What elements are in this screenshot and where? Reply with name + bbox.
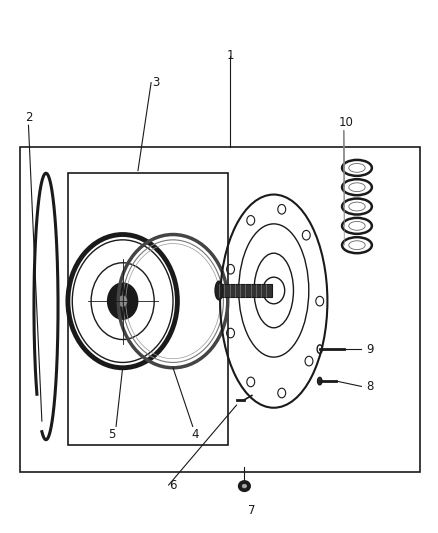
Text: 3: 3 — [152, 76, 159, 89]
Bar — [68, 173, 228, 445]
Ellipse shape — [215, 281, 223, 300]
Bar — [20, 147, 420, 472]
Text: 9: 9 — [366, 343, 374, 356]
Bar — [219, 284, 272, 297]
Ellipse shape — [240, 482, 249, 490]
Text: 6: 6 — [169, 479, 177, 491]
Text: 5: 5 — [108, 428, 115, 441]
Text: 8: 8 — [367, 380, 374, 393]
Text: 7: 7 — [248, 504, 256, 517]
Text: 2: 2 — [25, 111, 32, 124]
Text: 10: 10 — [339, 116, 353, 129]
Ellipse shape — [318, 377, 322, 385]
Circle shape — [109, 284, 137, 318]
Ellipse shape — [242, 484, 247, 488]
Circle shape — [118, 296, 127, 306]
Text: 4: 4 — [191, 428, 199, 441]
Text: 1: 1 — [226, 50, 234, 62]
